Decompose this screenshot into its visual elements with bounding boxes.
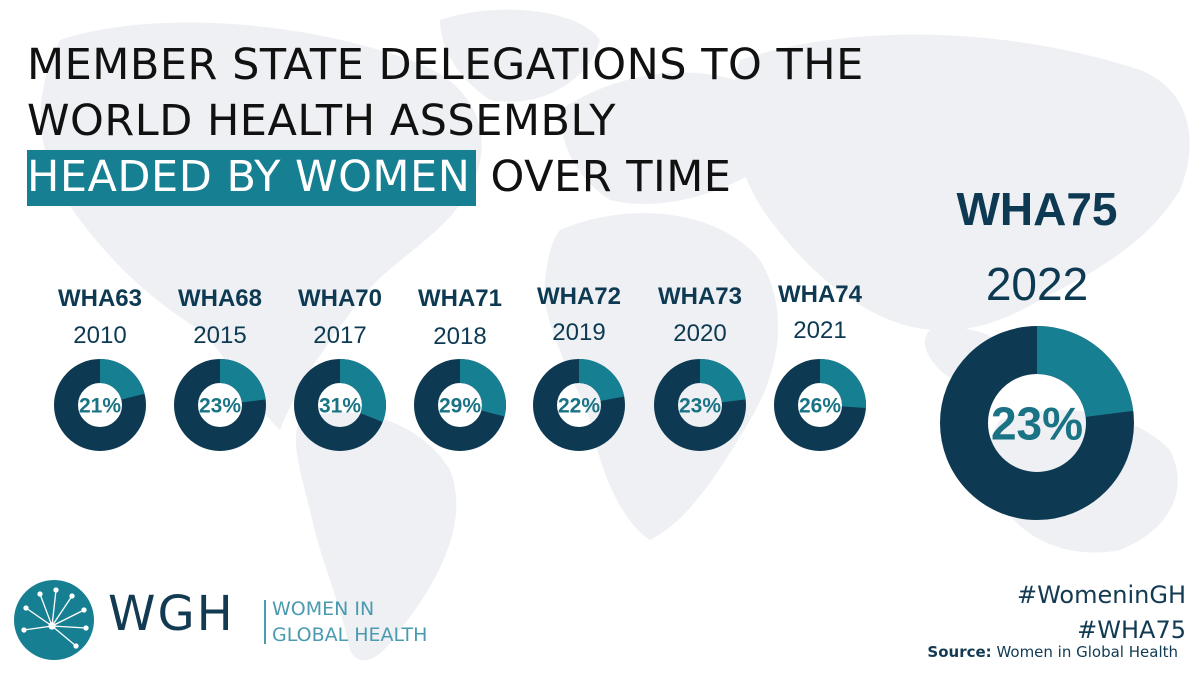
assembly-label-wha74: WHA74 — [778, 281, 863, 308]
donut-share-wha68 — [174, 359, 266, 451]
donut-label-wha74: 26% — [799, 395, 841, 418]
year-label-wha63: 2010 — [73, 322, 126, 349]
title-line-2: WORLD HEALTH ASSEMBLY — [27, 96, 616, 146]
assembly-label-wha63: WHA63 — [58, 285, 142, 312]
logo-abbreviation: WGH — [108, 586, 235, 642]
year-label-wha68: 2015 — [193, 322, 246, 349]
africa-shape — [544, 213, 779, 540]
logo-line-1: WOMEN IN — [272, 598, 375, 620]
north-america-shape — [40, 22, 482, 430]
hashtag-wha75: #WHA75 — [1077, 616, 1186, 644]
hashtag-womeningh: #WomeninGH — [1017, 581, 1186, 609]
donut-share-wha71 — [414, 359, 506, 451]
assembly-label-wha71: WHA71 — [418, 285, 502, 312]
title-line-3: HEADED BY WOMEN OVER TIME — [27, 150, 732, 206]
assembly-label-wha68: WHA68 — [178, 285, 262, 312]
donut-share-wha63 — [54, 359, 146, 451]
south-america-shape — [295, 412, 457, 661]
assembly-label-wha73: WHA73 — [658, 283, 742, 310]
assembly-label-wha75: WHA75 — [956, 183, 1117, 235]
donut-label-wha73: 23% — [679, 395, 721, 418]
assembly-label-wha70: WHA70 — [298, 285, 382, 312]
assembly-label-wha72: WHA72 — [537, 283, 621, 310]
year-label-wha72: 2019 — [552, 319, 605, 346]
greenland-shape — [440, 9, 600, 102]
europe-shape — [560, 72, 778, 204]
donut-label-wha72: 22% — [558, 395, 600, 418]
title-line-1: MEMBER STATE DELEGATIONS TO THE — [27, 40, 864, 90]
donut-label-wha63: 21% — [79, 395, 121, 418]
donut-share-wha74 — [774, 359, 866, 451]
year-label-wha73: 2020 — [673, 320, 726, 347]
donut-share-wha75 — [940, 326, 1134, 520]
logo-full-name: WOMEN IN GLOBAL HEALTH — [272, 596, 427, 648]
donut-label-wha71: 29% — [439, 395, 481, 418]
donut-share-wha72 — [533, 359, 625, 451]
year-label-wha70: 2017 — [313, 322, 366, 349]
donut-label-wha70: 31% — [319, 395, 361, 418]
hashtags: #WomeninGH #WHA75 — [1017, 578, 1186, 648]
year-label-wha74: 2021 — [793, 317, 846, 344]
donut-label-wha68: 23% — [199, 395, 241, 418]
logo-line-2: GLOBAL HEALTH — [272, 624, 428, 646]
wgh-logo: WGH WOMEN IN GLOBAL HEALTH — [12, 578, 452, 660]
donut-share-wha70 — [294, 359, 386, 451]
donut-share-wha73 — [654, 359, 746, 451]
source-note: Source: Women in Global Health — [927, 643, 1178, 661]
year-label-wha75: 2022 — [986, 258, 1088, 310]
source-label: Source: — [927, 643, 992, 661]
wgh-logo-mark-icon — [14, 580, 94, 660]
logo-divider — [264, 600, 266, 644]
year-label-wha71: 2018 — [433, 323, 486, 350]
title-line-3-rest: OVER TIME — [476, 152, 732, 202]
source-text: Women in Global Health — [991, 643, 1178, 661]
title-highlight: HEADED BY WOMEN — [27, 150, 477, 206]
asia-shape — [731, 34, 1190, 331]
donut-label-wha75: 23% — [991, 398, 1083, 450]
